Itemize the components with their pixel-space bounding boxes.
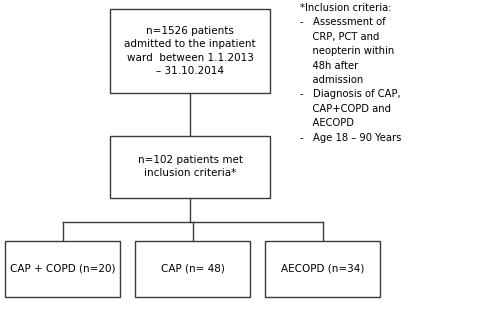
FancyBboxPatch shape [135, 241, 250, 297]
FancyBboxPatch shape [110, 9, 270, 93]
Text: n=1526 patients
admitted to the inpatient
ward  between 1.1.2013
– 31.10.2014: n=1526 patients admitted to the inpatien… [124, 26, 256, 76]
Text: AECOPD (n=34): AECOPD (n=34) [281, 264, 364, 274]
Text: n=102 patients met
inclusion criteria*: n=102 patients met inclusion criteria* [138, 155, 242, 179]
Text: *Inclusion criteria:
-   Assessment of
    CRP, PCT and
    neopterin within
   : *Inclusion criteria: - Assessment of CRP… [300, 3, 402, 143]
Text: CAP + COPD (n=20): CAP + COPD (n=20) [10, 264, 115, 274]
FancyBboxPatch shape [110, 136, 270, 198]
Text: CAP (n= 48): CAP (n= 48) [160, 264, 224, 274]
FancyBboxPatch shape [265, 241, 380, 297]
FancyBboxPatch shape [5, 241, 120, 297]
